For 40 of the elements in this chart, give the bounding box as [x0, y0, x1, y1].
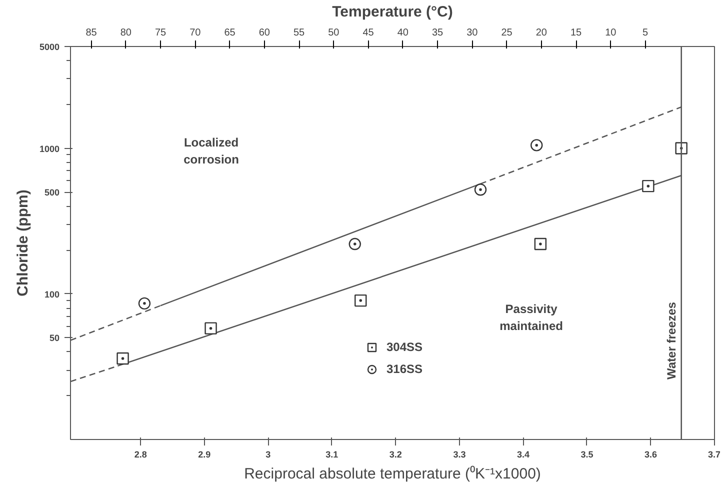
x2-tick-label: 10 [605, 28, 617, 38]
y-tick-label: 50 [49, 333, 60, 344]
y-tick-label: 500 [44, 188, 60, 198]
x2-tick-label: 60 [258, 28, 270, 38]
x2-tick-label: 85 [86, 28, 98, 38]
x2-tick-label: 40 [397, 28, 409, 38]
y-tick-label: 5000 [39, 42, 60, 52]
x-tick-label: 2.8 [134, 450, 147, 460]
x2-tick-label: 80 [120, 28, 132, 38]
legend-label: 316SS [386, 362, 423, 376]
x2-tick-label: 65 [224, 28, 236, 38]
x2-tick-label: 15 [570, 28, 582, 38]
x-axis-title: Reciprocal absolute temperature (⁰K⁻¹x1000) [244, 466, 541, 482]
ref-line-label: Water freezes [664, 302, 678, 380]
x-tick-label: 3.7 [708, 450, 721, 460]
x-tick-label: 3 [266, 450, 271, 460]
x2-tick-label: 20 [536, 28, 548, 38]
x2-tick-label: 30 [466, 28, 478, 38]
y-axis-title: Chloride (ppm) [14, 190, 32, 296]
x-tick-label: 3.4 [516, 450, 530, 460]
x2-tick-label: 25 [501, 28, 513, 38]
x-tick-label: 3.1 [326, 450, 338, 460]
x2-tick-label: 45 [362, 28, 374, 38]
x-tick-label: 3.5 [580, 450, 594, 460]
legend-label: 304SS [386, 340, 423, 354]
x-tick-label: 3.6 [644, 450, 657, 460]
x-tick-label: 2.9 [198, 450, 211, 460]
x2-axis-title: Temperature (°C) [332, 4, 453, 20]
x2-tick-label: 75 [154, 28, 167, 38]
x2-tick-label: 55 [293, 28, 306, 38]
y-tick-label: 1000 [39, 144, 60, 154]
y-tick-label: 100 [44, 289, 60, 300]
x-tick-label: 3.2 [389, 450, 402, 460]
x-tick-label: 3.3 [453, 450, 466, 460]
x2-tick-label: 35 [432, 28, 444, 38]
annotation: Passivity maintained [500, 302, 563, 333]
x2-tick-label: 70 [190, 28, 202, 38]
x2-tick-label: 50 [328, 28, 340, 38]
x2-tick-label: 5 [642, 28, 648, 38]
annotation: Localized corrosion [184, 136, 239, 166]
